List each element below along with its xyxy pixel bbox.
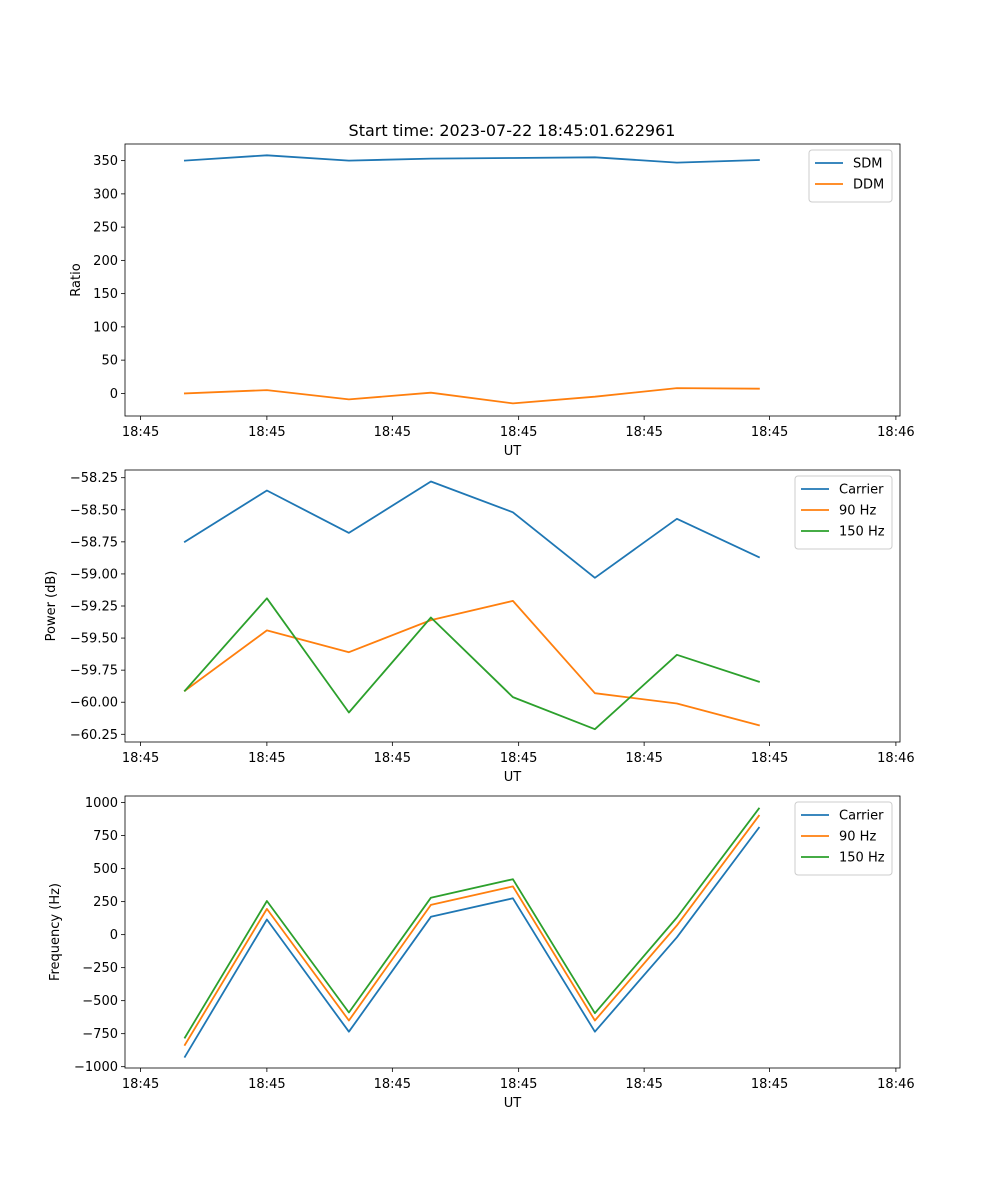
panel-1: 18:45 18:45 18:45 18:45 18:45 18:45 18:46 0 50 10… — [69, 143, 915, 459]
y-tick-label: 1000 — [85, 796, 118, 811]
x-axis-label: UT — [504, 1096, 522, 1111]
y-tick-label: 100 — [93, 320, 118, 335]
x-tick-label: 18:45 — [374, 751, 411, 766]
panel-3: 18:45 18:45 18:45 18:45 18:45 18:45 18:46 1000 7… — [48, 795, 915, 1111]
y-axis-label: Ratio — [69, 263, 84, 296]
y-tick-label: 500 — [93, 862, 118, 877]
series-line-ddm — [183, 387, 760, 405]
y-tick-label: 750 — [93, 829, 118, 844]
y-tick-label: 0 — [110, 928, 118, 943]
x-tick-label: 18:45 — [248, 1077, 285, 1092]
x-tick-label: 18:45 — [122, 1077, 159, 1092]
y-axis-label: Power (dB) — [44, 571, 59, 642]
x-tick-label: 18:45 — [374, 1077, 411, 1092]
chart-title: Start time: 2023-07-22 18:45:01.622961 — [349, 121, 676, 140]
axes-frame — [124, 143, 901, 417]
x-tick-label: 18:46 — [877, 425, 914, 440]
series-line-carrier — [183, 480, 761, 579]
legend-entry: 150 Hz — [839, 851, 885, 866]
y-tick-label: 0 — [110, 387, 118, 402]
y-tick-label: −500 — [82, 994, 118, 1009]
axes-frame — [124, 795, 901, 1069]
y-tick-label: −58.75 — [70, 535, 118, 550]
x-tick-label: 18:45 — [248, 425, 285, 440]
x-tick-label: 18:45 — [751, 425, 788, 440]
series-line-90-hz — [183, 814, 761, 1047]
legend: Carrier 90 Hz 150 Hz — [794, 475, 893, 550]
series-line-90-hz — [183, 600, 761, 727]
x-tick-label: 18:46 — [877, 1077, 914, 1092]
y-tick-label: −750 — [82, 1027, 118, 1042]
series-line-150-hz — [183, 807, 761, 1039]
series-line-sdm — [183, 154, 760, 164]
x-tick-label: 18:45 — [500, 751, 537, 766]
panels: 18:45 18:45 18:45 18:45 18:45 18:45 18:46 0 50 10… — [44, 143, 915, 1111]
x-tick-label: 18:45 — [625, 1077, 662, 1092]
x-tick-label: 18:45 — [122, 751, 159, 766]
legend: SDM DDM — [808, 149, 893, 203]
axes-frame — [124, 469, 901, 743]
x-tick-label: 18:45 — [374, 425, 411, 440]
y-tick-label: 50 — [101, 354, 118, 369]
legend-entry: Carrier — [839, 483, 884, 498]
legend-entry: Carrier — [839, 809, 884, 824]
y-tick-label: 200 — [93, 254, 118, 269]
legend-entry: 150 Hz — [839, 525, 885, 540]
y-tick-label: −59.75 — [70, 664, 118, 679]
x-tick-label: 18:45 — [500, 425, 537, 440]
x-tick-label: 18:46 — [877, 751, 914, 766]
y-tick-label: 300 — [93, 187, 118, 202]
y-tick-label: −60.25 — [70, 728, 118, 743]
y-tick-label: 150 — [93, 287, 118, 302]
y-tick-label: −59.50 — [70, 632, 118, 647]
y-tick-label: −1000 — [74, 1060, 118, 1075]
y-tick-label: −250 — [82, 961, 118, 976]
x-tick-label: 18:45 — [625, 425, 662, 440]
series-line-150-hz — [183, 597, 761, 731]
x-tick-label: 18:45 — [122, 425, 159, 440]
y-tick-label: 250 — [93, 221, 118, 236]
y-tick-label: −58.50 — [70, 503, 118, 518]
y-axis-label: Frequency (Hz) — [48, 883, 63, 981]
legend-entry: 90 Hz — [839, 504, 876, 519]
legend-entry: DDM — [853, 178, 884, 193]
x-tick-label: 18:45 — [500, 1077, 537, 1092]
y-tick-label: −59.25 — [70, 600, 118, 615]
series-line-carrier — [183, 826, 761, 1059]
panel-2: 18:45 18:45 18:45 18:45 18:45 18:45 18:46 −58.2… — [44, 469, 915, 785]
y-tick-label: −58.25 — [70, 471, 118, 486]
y-tick-label: −60.00 — [70, 696, 118, 711]
legend-entry: 90 Hz — [839, 830, 876, 845]
x-axis-label: UT — [504, 770, 522, 785]
y-tick-label: 250 — [93, 895, 118, 910]
y-tick-label: −59.00 — [70, 567, 118, 582]
x-tick-label: 18:45 — [248, 751, 285, 766]
y-tick-label: 350 — [93, 154, 118, 169]
x-tick-label: 18:45 — [751, 751, 788, 766]
x-axis-label: UT — [504, 444, 522, 459]
x-tick-label: 18:45 — [625, 751, 662, 766]
x-tick-label: 18:45 — [751, 1077, 788, 1092]
legend: Carrier 90 Hz 150 Hz — [794, 801, 893, 876]
legend-entry: SDM — [853, 157, 882, 172]
